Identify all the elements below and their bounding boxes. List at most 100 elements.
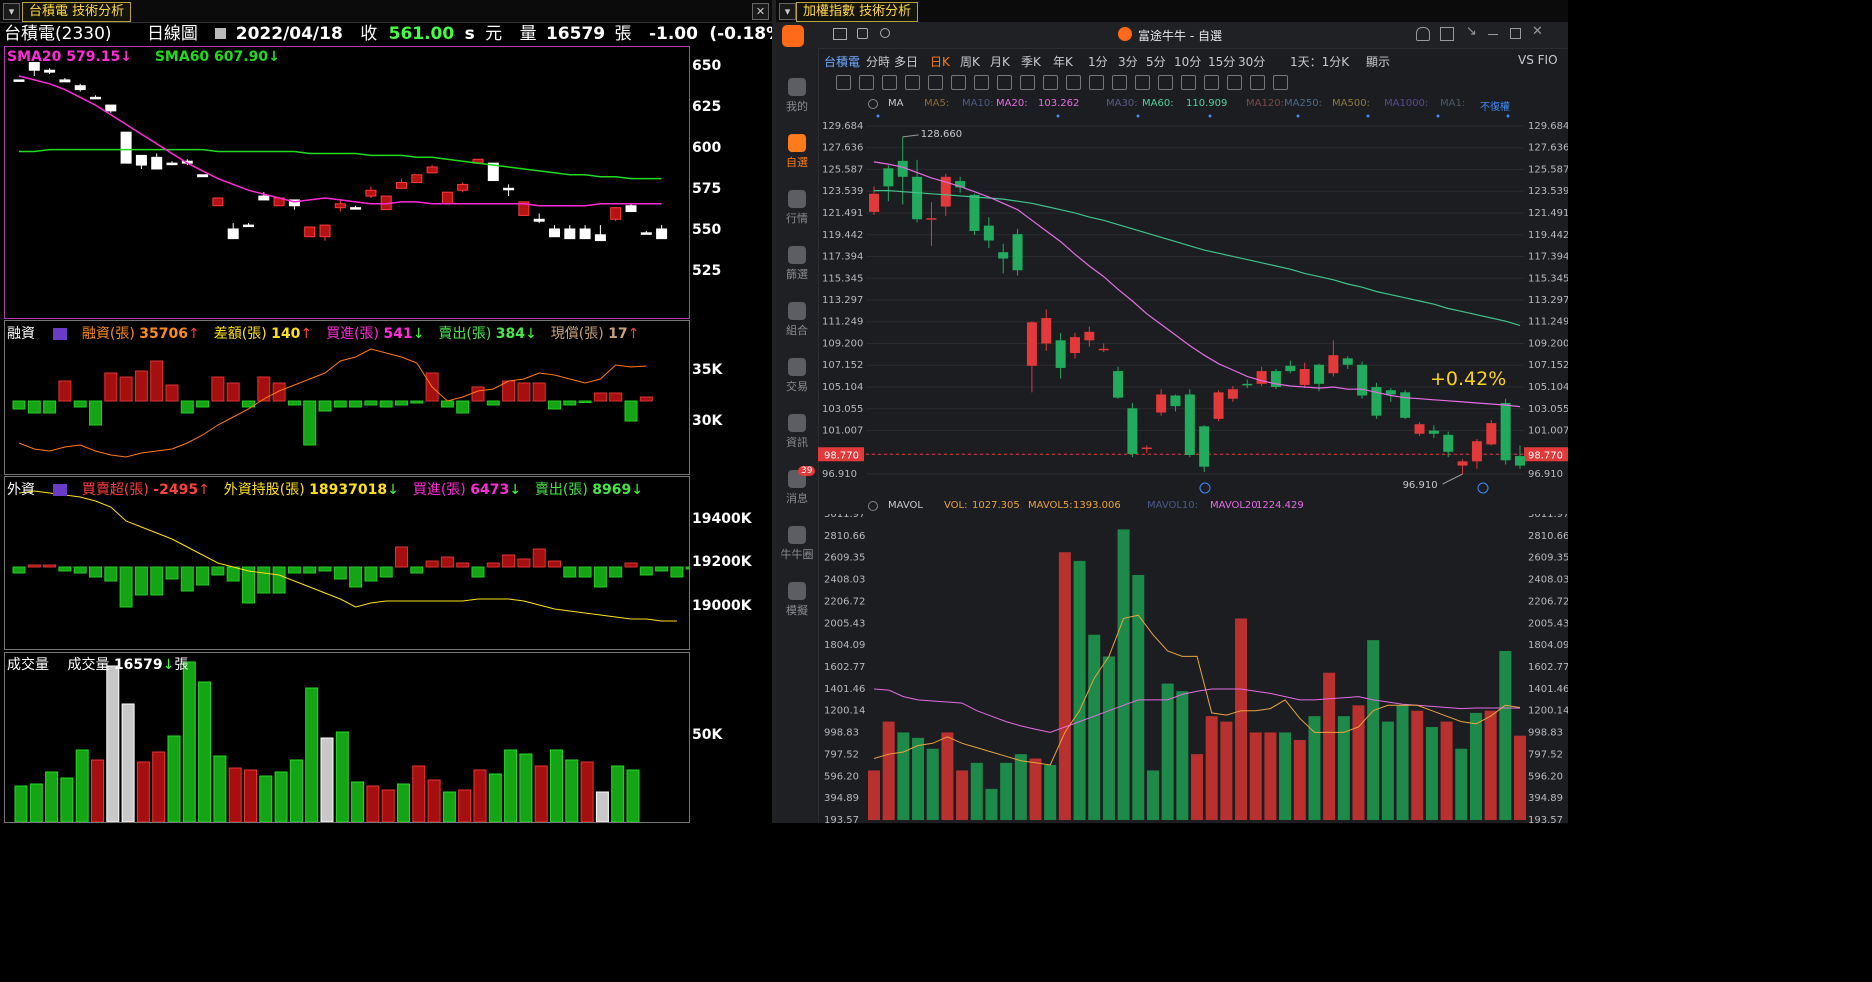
timeframe-13[interactable]: 1天：1分K — [1290, 55, 1350, 69]
minimize-icon[interactable] — [1488, 34, 1498, 35]
drawing-tool-icon[interactable] — [951, 75, 966, 90]
down-arrow-icon: ↓ — [412, 326, 425, 342]
nav-news[interactable]: 資訊 — [776, 414, 818, 450]
drawing-tool-icon[interactable] — [1227, 75, 1242, 90]
dropdown-box-icon[interactable] — [215, 28, 227, 39]
timeframe-3[interactable]: 周K — [960, 55, 980, 69]
drawing-tool-icon[interactable] — [836, 75, 851, 90]
nav-filter[interactable]: 篩選 — [776, 246, 818, 282]
drawing-tool-icon[interactable] — [1043, 75, 1058, 90]
close-icon[interactable]: ✕ — [752, 3, 769, 20]
shirt-icon[interactable] — [1440, 27, 1454, 41]
futu-volume-chart[interactable]: 3011.97 3011.97 2810.66 2810.66 2609.35 2609.… — [818, 514, 1568, 823]
timeframe-5[interactable]: 季K — [1021, 55, 1041, 69]
foreign-investor-panel[interactable]: 外資 買賣超(張) -2495↑ 外資持股(張) 18937018↓ 買進(張) 6… — [4, 476, 690, 650]
drawing-tool-icon[interactable] — [905, 75, 920, 90]
drawing-tool-icon[interactable] — [974, 75, 989, 90]
drawing-tool-icon[interactable] — [1135, 75, 1150, 90]
volume-bar — [941, 732, 954, 820]
margin-chart[interactable] — [5, 321, 689, 474]
drawing-tool-icon[interactable] — [1066, 75, 1081, 90]
volume-settings-icon[interactable] — [868, 501, 878, 511]
drawing-tool-icon[interactable] — [1181, 75, 1196, 90]
nav-community[interactable]: 牛牛圈 — [776, 526, 818, 562]
timeframe-2[interactable]: 日K — [930, 55, 950, 69]
square-icon[interactable] — [857, 28, 868, 39]
drawing-tool-icon[interactable] — [997, 75, 1012, 90]
maximize-icon[interactable] — [1510, 28, 1521, 39]
margin-bar — [287, 400, 301, 406]
drawing-tool-icon[interactable] — [1204, 75, 1219, 90]
price-panel[interactable]: SMA20 579.15↓ SMA60 607.90↓ — [4, 46, 690, 319]
drawing-tool-icon[interactable] — [928, 75, 943, 90]
search-icon[interactable] — [880, 28, 890, 38]
drawing-tool-icon[interactable] — [1112, 75, 1127, 90]
margin-bar — [395, 400, 408, 406]
right-window-tab[interactable]: 加權指數 技術分析 — [796, 2, 919, 22]
left-window-tab[interactable]: 台積電 技術分析 — [22, 2, 132, 22]
timeframe-14[interactable]: 顯示 — [1366, 55, 1391, 69]
stock-symbol-tab[interactable]: 台積電 — [824, 55, 861, 69]
window-menu-icon[interactable]: ▾ — [779, 3, 796, 20]
candle-body — [1069, 337, 1080, 354]
volume-bar — [1044, 765, 1057, 820]
foreign-chart[interactable] — [5, 477, 689, 649]
volume-bar — [1425, 727, 1438, 820]
timeframe-7[interactable]: 1分 — [1088, 55, 1108, 69]
ma-legend-item: MA500: — [1332, 98, 1370, 109]
margin-panel[interactable]: 融資 融資(張) 35706↑ 差額(張) 140↑ 買進(張) 541↓ 賣出(張)… — [4, 320, 690, 475]
close-icon[interactable]: ✕ — [1532, 24, 1543, 39]
list-icon[interactable] — [53, 484, 68, 496]
timeframe-12[interactable]: 30分 — [1238, 55, 1266, 69]
volume-chart[interactable] — [5, 653, 689, 822]
timeframe-6[interactable]: 年K — [1053, 55, 1073, 69]
drawing-tool-icon[interactable] — [1089, 75, 1104, 90]
window-menu-icon[interactable]: ▾ — [3, 3, 20, 20]
timeframe-8[interactable]: 3分 — [1118, 55, 1138, 69]
ma-legend-item[interactable]: 不復權 — [1480, 102, 1510, 113]
drawing-tool-icon[interactable] — [1020, 75, 1035, 90]
timeframe-15[interactable]: VS FIO — [1518, 53, 1558, 67]
timeframe-4[interactable]: 月K — [990, 55, 1010, 69]
window-divider[interactable] — [772, 0, 776, 823]
drawing-tool-icon[interactable] — [1273, 75, 1288, 90]
timeframe-1[interactable]: 多日 — [894, 55, 919, 69]
drawing-tool-icon[interactable] — [1158, 75, 1173, 90]
drawing-tool-icon[interactable] — [882, 75, 897, 90]
volume-bar — [289, 759, 303, 822]
timeframe-0[interactable]: 分時 — [866, 55, 891, 69]
menu-icon[interactable] — [833, 28, 847, 40]
volume-panel[interactable]: 成交量 成交量 16579↓張 — [4, 652, 690, 823]
volume-bar — [182, 661, 196, 822]
nav-simulate[interactable]: 模擬 — [776, 582, 818, 618]
futu-header: 富途牛牛 - 自選 ↘ ✕ — [776, 22, 1568, 49]
collapse-icon[interactable]: ↘ — [1466, 24, 1477, 39]
headset-icon[interactable] — [1416, 27, 1430, 41]
futu-price-chart[interactable]: 129.684 129.684 127.636 127.636 125.587 125.5… — [818, 112, 1568, 494]
margin-bar — [333, 400, 347, 408]
drawing-tool-icon[interactable] — [1250, 75, 1265, 90]
ma-legend-item: MA5: — [924, 98, 950, 109]
drawing-tool-icon[interactable] — [859, 75, 874, 90]
price-change-pct: (-0.18%) — [709, 24, 791, 44]
nav-watchlist[interactable]: 自選 — [776, 134, 818, 170]
ma-legend-item: MA120: — [1246, 98, 1284, 109]
timeframe-10[interactable]: 10分 — [1174, 55, 1202, 69]
nav-market[interactable]: 行情 — [776, 190, 818, 226]
foreign-bar — [119, 566, 133, 608]
chart-period[interactable]: 日線圖 — [146, 24, 198, 44]
nav-user[interactable]: 我的 — [776, 78, 818, 114]
nav-message[interactable]: 消息 39 — [776, 466, 818, 506]
timeframe-11[interactable]: 15分 — [1208, 55, 1236, 69]
y-tick-label-left: 101.007 — [822, 425, 863, 436]
timeframe-9[interactable]: 5分 — [1146, 55, 1166, 69]
legend-item: 外資持股(張) 18937018↓ — [223, 482, 399, 498]
list-icon[interactable] — [53, 328, 68, 340]
foreign-bar — [134, 566, 148, 596]
settings-icon[interactable] — [868, 99, 878, 109]
drawing-toolbar — [818, 72, 1568, 92]
price-chart[interactable] — [5, 47, 689, 318]
nav-trade[interactable]: 交易 — [776, 358, 818, 394]
candle-body — [350, 207, 362, 210]
nav-portfolio[interactable]: 組合 — [776, 302, 818, 338]
